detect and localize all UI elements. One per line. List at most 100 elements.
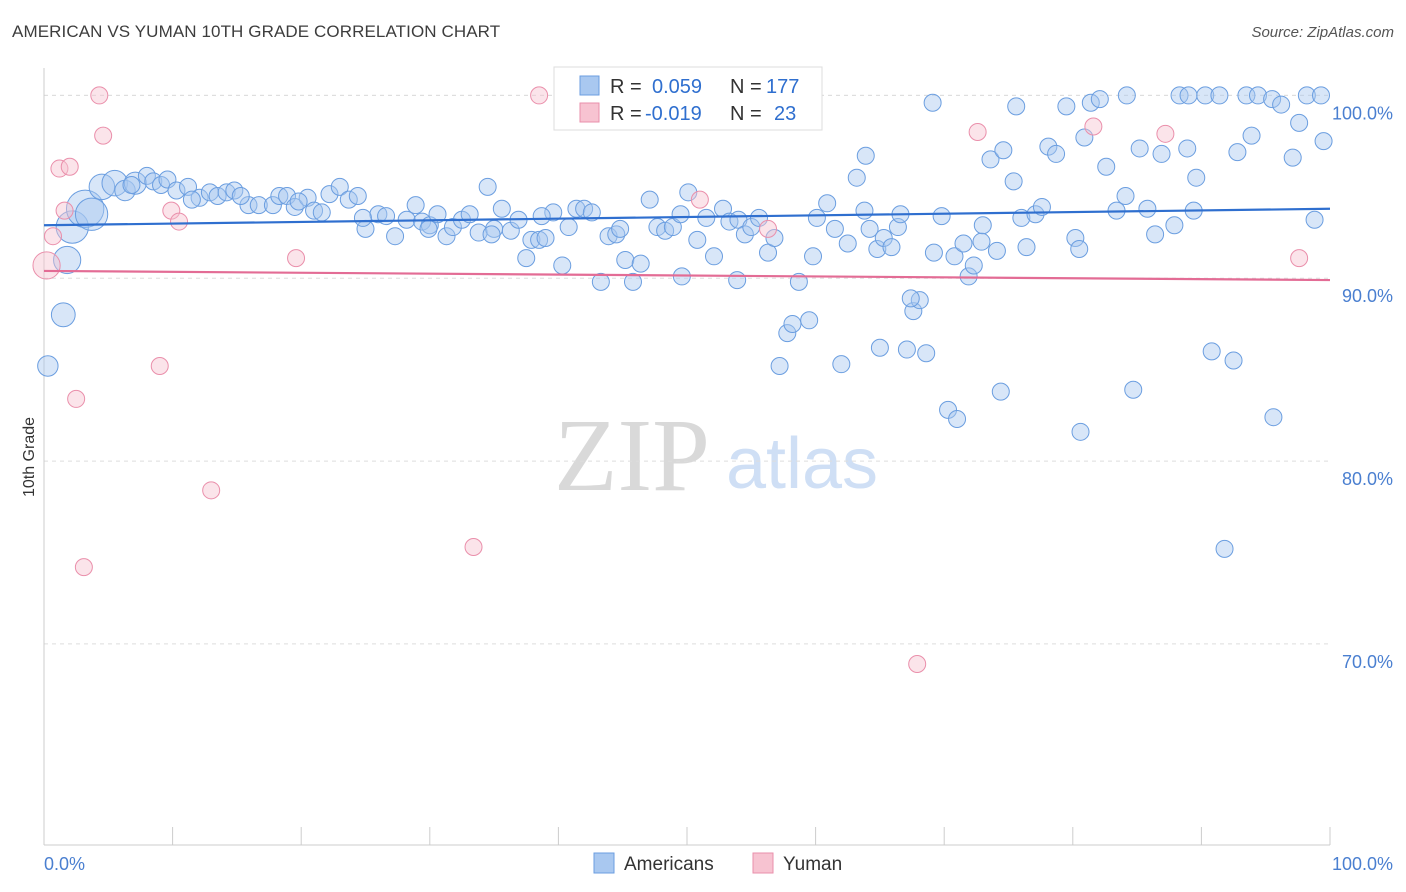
americans-point xyxy=(783,314,802,333)
americans-point xyxy=(688,230,707,249)
americans-point xyxy=(640,190,659,209)
bottom-legend-swatch-yuman xyxy=(752,852,774,874)
americans-point xyxy=(50,302,76,328)
bottom-legend-swatch-americans xyxy=(593,852,615,874)
americans-point xyxy=(611,219,630,238)
americans-point xyxy=(217,183,236,202)
legend-americans-n-value: 177 xyxy=(766,76,799,98)
americans-point xyxy=(553,256,572,275)
americans-point xyxy=(804,247,823,266)
americans-point xyxy=(428,205,447,224)
americans-point xyxy=(1210,86,1229,105)
americans-point xyxy=(1224,351,1243,370)
americans-point xyxy=(932,207,951,226)
yuman-point xyxy=(90,86,109,105)
americans-point xyxy=(923,93,942,112)
americans-point xyxy=(807,208,826,227)
americans-point xyxy=(679,183,698,202)
watermark-atlas: atlas xyxy=(726,424,878,504)
americans-point xyxy=(874,229,893,248)
americans-point xyxy=(1097,157,1116,176)
legend-swatch-yuman xyxy=(579,102,600,123)
americans-point xyxy=(1290,113,1309,132)
americans-point xyxy=(1196,86,1215,105)
americans-point xyxy=(330,177,349,196)
yuman-point xyxy=(202,481,221,500)
legend-yuman-n-label: N = xyxy=(730,103,762,125)
americans-point xyxy=(1187,168,1206,187)
americans-point xyxy=(924,243,943,262)
americans-point xyxy=(1039,137,1058,156)
y-axis-label: 10th Grade xyxy=(21,417,38,497)
x-tick-label-min: 0.0% xyxy=(44,854,85,874)
americans-point xyxy=(289,192,308,211)
americans-point xyxy=(305,201,324,220)
americans-point xyxy=(1178,139,1197,158)
americans-point xyxy=(270,186,289,205)
americans-point xyxy=(1179,86,1198,105)
americans-point xyxy=(987,241,1006,260)
americans-point xyxy=(353,208,372,227)
americans-point xyxy=(190,188,209,207)
americans-point xyxy=(623,272,642,291)
series-legend: Americans Yuman xyxy=(593,852,842,875)
americans-point xyxy=(1215,539,1234,558)
y-tick-label: 70.0% xyxy=(1342,652,1393,672)
americans-point xyxy=(263,196,282,215)
americans-point xyxy=(765,229,784,248)
americans-point xyxy=(1138,199,1157,218)
americans-point xyxy=(1090,90,1109,109)
americans-point xyxy=(1116,186,1135,205)
americans-point xyxy=(855,201,874,220)
americans-point xyxy=(948,410,967,429)
americans-point xyxy=(1146,225,1165,244)
yuman-point xyxy=(60,157,79,176)
americans-point xyxy=(1026,205,1045,224)
americans-point xyxy=(567,199,586,218)
americans-point xyxy=(770,357,789,376)
americans-point xyxy=(789,272,808,291)
legend-swatch-americans xyxy=(579,75,600,96)
americans-point xyxy=(1130,139,1149,158)
yuman-point xyxy=(464,537,483,556)
americans-point xyxy=(1117,86,1136,105)
americans-point xyxy=(631,254,650,273)
americans-point xyxy=(954,234,973,253)
americans-point xyxy=(735,225,754,244)
legend-yuman-r-value: -0.019 xyxy=(645,103,702,125)
yuman-point xyxy=(44,227,63,246)
americans-point xyxy=(231,186,250,205)
yuman-points xyxy=(32,86,1309,674)
x-tick-label-max: 100.0% xyxy=(1332,854,1393,874)
americans-point xyxy=(838,234,857,253)
y-tick-label: 90.0% xyxy=(1342,286,1393,306)
americans-point xyxy=(1047,144,1066,163)
yuman-point xyxy=(690,190,709,209)
americans-point xyxy=(122,176,141,195)
grid-lines xyxy=(44,94,1330,645)
americans-point xyxy=(437,227,456,246)
americans-point xyxy=(522,230,541,249)
americans-point xyxy=(1152,144,1171,163)
americans-point xyxy=(591,272,610,291)
yuman-point xyxy=(170,212,189,231)
americans-point xyxy=(182,190,201,209)
americans-point xyxy=(369,205,388,224)
americans-point xyxy=(1228,143,1247,162)
watermark-zip: ZIP xyxy=(554,398,710,513)
americans-point xyxy=(825,219,844,238)
yuman-trend-line xyxy=(43,269,1331,282)
americans-point xyxy=(1066,229,1085,248)
americans-point xyxy=(37,355,59,377)
americans-point xyxy=(972,232,991,251)
americans-point xyxy=(386,227,405,246)
americans-point xyxy=(460,205,479,224)
americans-point xyxy=(1263,90,1282,109)
americans-point xyxy=(917,344,936,363)
legend-americans-r-value: 0.059 xyxy=(652,76,702,98)
yuman-point xyxy=(1290,249,1309,268)
americans-point xyxy=(1017,238,1036,257)
correlation-legend: R = 0.059 N = 177 R = -0.019 N = 23 xyxy=(553,66,823,131)
yuman-point xyxy=(32,251,61,280)
